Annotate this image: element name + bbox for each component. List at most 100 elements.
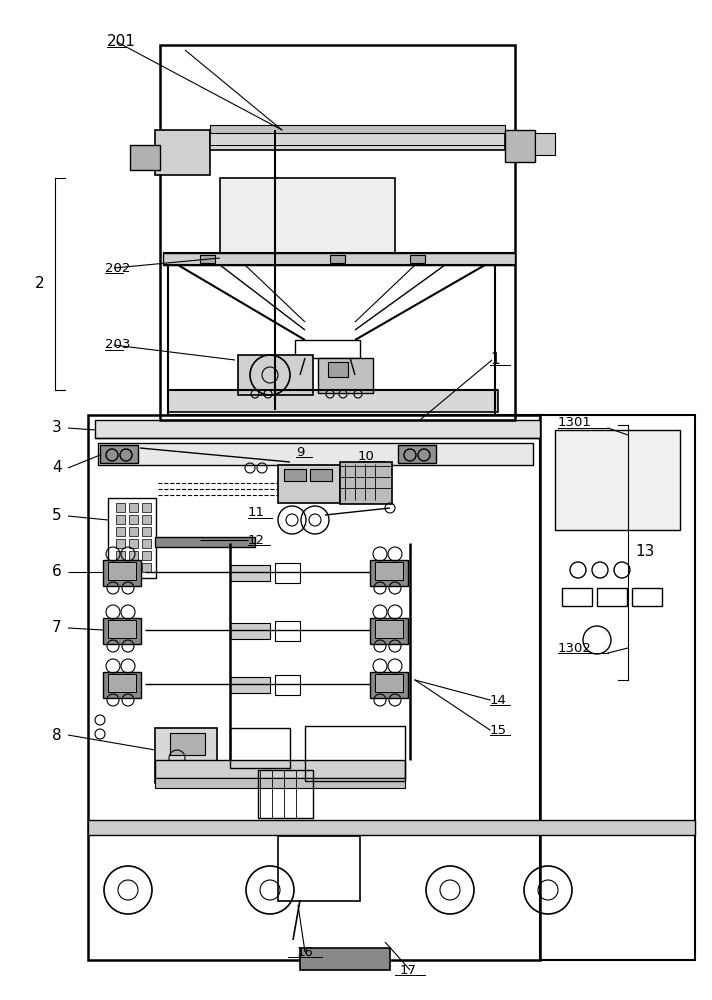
Text: 1301: 1301 (558, 416, 592, 430)
Bar (210, 130, 505, 150)
Bar (278, 836, 360, 901)
Bar (328, 362, 348, 377)
Bar (310, 469, 332, 481)
Bar (555, 430, 680, 530)
Bar (100, 445, 138, 463)
Bar (163, 253, 515, 265)
Bar (103, 618, 141, 644)
Bar (88, 820, 695, 835)
Bar (375, 674, 403, 692)
Bar (108, 620, 136, 638)
Bar (238, 355, 313, 395)
Bar (210, 125, 505, 133)
Bar (370, 560, 408, 586)
Bar (330, 255, 345, 263)
Bar (130, 145, 160, 170)
Bar (305, 726, 405, 781)
Text: 14: 14 (490, 694, 507, 706)
Bar (142, 539, 151, 548)
Bar (142, 563, 151, 572)
Bar (295, 340, 360, 358)
Bar (318, 358, 373, 393)
Bar (129, 551, 138, 560)
Text: 1: 1 (490, 353, 500, 367)
Bar (116, 539, 125, 548)
Bar (155, 537, 255, 547)
Bar (170, 733, 205, 755)
Text: 10: 10 (358, 450, 375, 462)
Bar (230, 677, 270, 693)
Text: 203: 203 (105, 338, 130, 352)
Text: 9: 9 (296, 446, 304, 458)
Text: 16: 16 (297, 946, 313, 958)
Text: 17: 17 (399, 964, 417, 976)
Bar (375, 562, 403, 580)
Bar (155, 778, 405, 788)
Bar (275, 563, 300, 583)
Bar (88, 415, 540, 960)
Bar (95, 420, 540, 438)
Bar (275, 621, 300, 641)
Bar (300, 948, 390, 970)
Text: 15: 15 (490, 724, 507, 736)
Bar (116, 551, 125, 560)
Text: 201: 201 (107, 34, 136, 49)
Bar (230, 728, 290, 768)
Bar (116, 527, 125, 536)
Text: 3: 3 (52, 420, 62, 436)
Bar (155, 130, 210, 175)
Bar (535, 133, 555, 155)
Bar (505, 130, 535, 162)
Bar (129, 563, 138, 572)
Bar (142, 503, 151, 512)
Bar (142, 551, 151, 560)
Bar (129, 515, 138, 524)
Bar (116, 515, 125, 524)
Bar (200, 255, 215, 263)
Bar (160, 45, 515, 420)
Bar (410, 255, 425, 263)
Text: 11: 11 (248, 506, 265, 520)
Text: 13: 13 (635, 544, 654, 560)
Bar (98, 443, 533, 465)
Bar (108, 562, 136, 580)
Bar (220, 178, 395, 253)
Bar (540, 415, 695, 960)
Bar (129, 539, 138, 548)
Text: 1302: 1302 (558, 642, 592, 654)
Text: 4: 4 (52, 460, 62, 476)
Bar (108, 674, 136, 692)
Bar (597, 588, 627, 606)
Text: 12: 12 (248, 534, 265, 546)
Bar (116, 563, 125, 572)
Bar (278, 465, 340, 503)
Text: 8: 8 (52, 728, 62, 742)
Bar (632, 588, 662, 606)
Bar (398, 445, 436, 463)
Bar (129, 503, 138, 512)
Bar (142, 515, 151, 524)
Bar (370, 618, 408, 644)
Text: 6: 6 (52, 564, 62, 580)
Bar (129, 527, 138, 536)
Bar (375, 620, 403, 638)
Bar (155, 728, 217, 783)
Bar (168, 390, 498, 412)
Bar (142, 527, 151, 536)
Bar (230, 623, 270, 639)
Bar (103, 672, 141, 698)
Bar (230, 565, 270, 581)
Bar (116, 503, 125, 512)
Bar (340, 462, 392, 504)
Text: 5: 5 (52, 508, 62, 524)
Bar (258, 770, 313, 818)
Text: 2: 2 (35, 276, 45, 292)
Text: 7: 7 (52, 620, 62, 636)
Text: 202: 202 (105, 261, 130, 274)
Bar (155, 760, 405, 778)
Bar (284, 469, 306, 481)
Bar (370, 672, 408, 698)
Bar (108, 498, 156, 578)
Bar (275, 675, 300, 695)
Bar (103, 560, 141, 586)
